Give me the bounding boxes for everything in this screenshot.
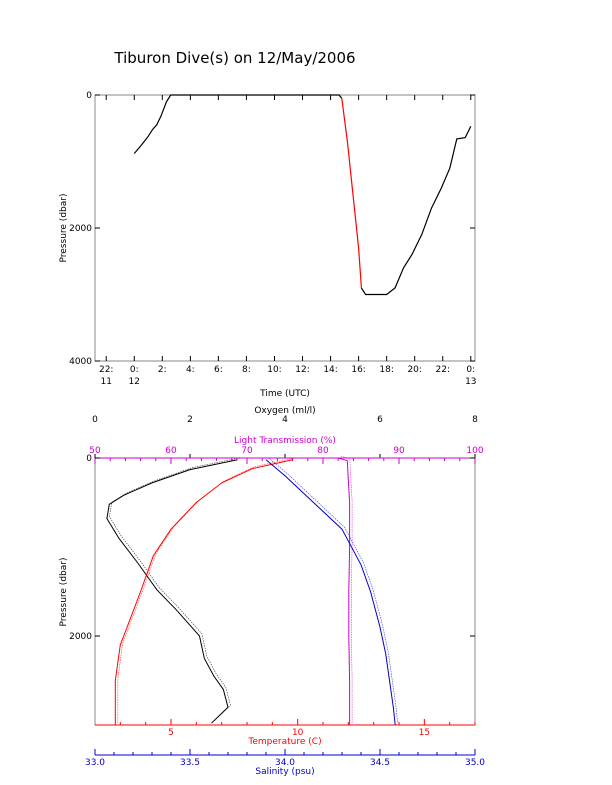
dive-track-segment-1 [133, 94, 343, 154]
oxygen-tick-label: 4 [282, 415, 288, 425]
salinity-profile-cast2 [268, 457, 398, 724]
x-tick-label: 14: [323, 365, 337, 375]
light-transmission-profile [338, 457, 351, 725]
chart1-ticks: 22: 11 0: 12 2: 4: 6: 8: 10: 12: 14: 16: 18: 20: 22: 0:… [69, 91, 476, 387]
x-tick-label: 12: [295, 365, 309, 375]
light-tick-label: 90 [393, 446, 405, 456]
x-tick-label: 16: [351, 365, 365, 375]
temperature-tick-label: 5 [168, 728, 174, 738]
salinity-tick-label: 33.0 [85, 758, 105, 768]
oxygen-tick-label: 2 [187, 415, 193, 425]
salinity-profile [265, 459, 396, 726]
chart1-ylabel: Pressure (dbar) [59, 194, 69, 263]
oxygen-tick-label: 8 [472, 415, 478, 425]
light-tick-label: 100 [466, 446, 483, 456]
salinity-tick-label: 33.5 [180, 758, 200, 768]
y-tick-label: 0 [86, 91, 92, 101]
temperature-tick-label: 10 [292, 728, 304, 738]
temperature-profile [114, 459, 293, 725]
dive-track-segment-2 [341, 98, 362, 288]
salinity-tick-label: 35.0 [465, 758, 485, 768]
oxygen-profile [106, 459, 238, 724]
salinity-tick-label: 34.0 [275, 758, 295, 768]
x-tick-label: 20: [407, 365, 421, 375]
x-tick-label: 22: [99, 365, 113, 375]
pressure-tick-label: 0 [86, 454, 92, 464]
pressure-tick-label: 2000 [69, 632, 92, 642]
x-tick-label: 0: [466, 365, 475, 375]
x-tick-label-2: 11 [100, 377, 111, 387]
x-tick-label: 18: [379, 365, 393, 375]
x-tick-label: 2: [158, 365, 167, 375]
light-axis-label: Light Transmission (%) [234, 436, 336, 446]
temperature-profile-cast2 [117, 457, 296, 723]
chart1-xlabel: Time (UTC) [259, 389, 310, 399]
x-tick-label: 22: [436, 365, 450, 375]
light-tick-label: 70 [241, 446, 253, 456]
x-tick-label: 8: [242, 365, 251, 375]
light-tick-label: 50 [89, 446, 101, 456]
chart2-frame [94, 457, 476, 726]
light-transmission-profile-cast2 [340, 455, 353, 723]
temperature-tick-label: 15 [419, 728, 430, 738]
x-tick-label-2: 12 [129, 377, 140, 387]
chart2-ticks: 0 2 4 6 8 50 60 70 80 90 100 5 10 15 33.0 33.5 34.0 34.5 3… [69, 415, 485, 768]
light-tick-label: 60 [165, 446, 177, 456]
x-tick-label: 0: [130, 365, 139, 375]
x-tick-label-2: 13 [465, 377, 476, 387]
oxygen-profile-cast2 [109, 457, 241, 722]
temperature-axis-label: Temperature (C) [247, 737, 321, 747]
oxygen-axis-label: Oxygen (ml/l) [254, 406, 315, 416]
chart1-lines [133, 94, 472, 296]
oxygen-tick-label: 0 [92, 415, 98, 425]
dive-track-segment-3 [360, 126, 472, 296]
oxygen-tick-label: 6 [377, 415, 383, 425]
x-tick-label: 10: [267, 365, 281, 375]
chart1-frame [94, 94, 476, 362]
y-tick-label: 4000 [69, 357, 92, 367]
chart2-lines [106, 455, 398, 726]
salinity-axis-label: Salinity (psu) [255, 767, 314, 777]
chart2-ylabel: Pressure (dbar) [59, 558, 69, 627]
y-tick-label: 2000 [69, 224, 92, 234]
page-title: Tiburon Dive(s) on 12/May/2006 [114, 49, 356, 67]
x-tick-label: 4: [186, 365, 195, 375]
salinity-tick-label: 34.5 [370, 758, 390, 768]
light-tick-label: 80 [317, 446, 329, 456]
x-tick-label: 6: [214, 365, 223, 375]
